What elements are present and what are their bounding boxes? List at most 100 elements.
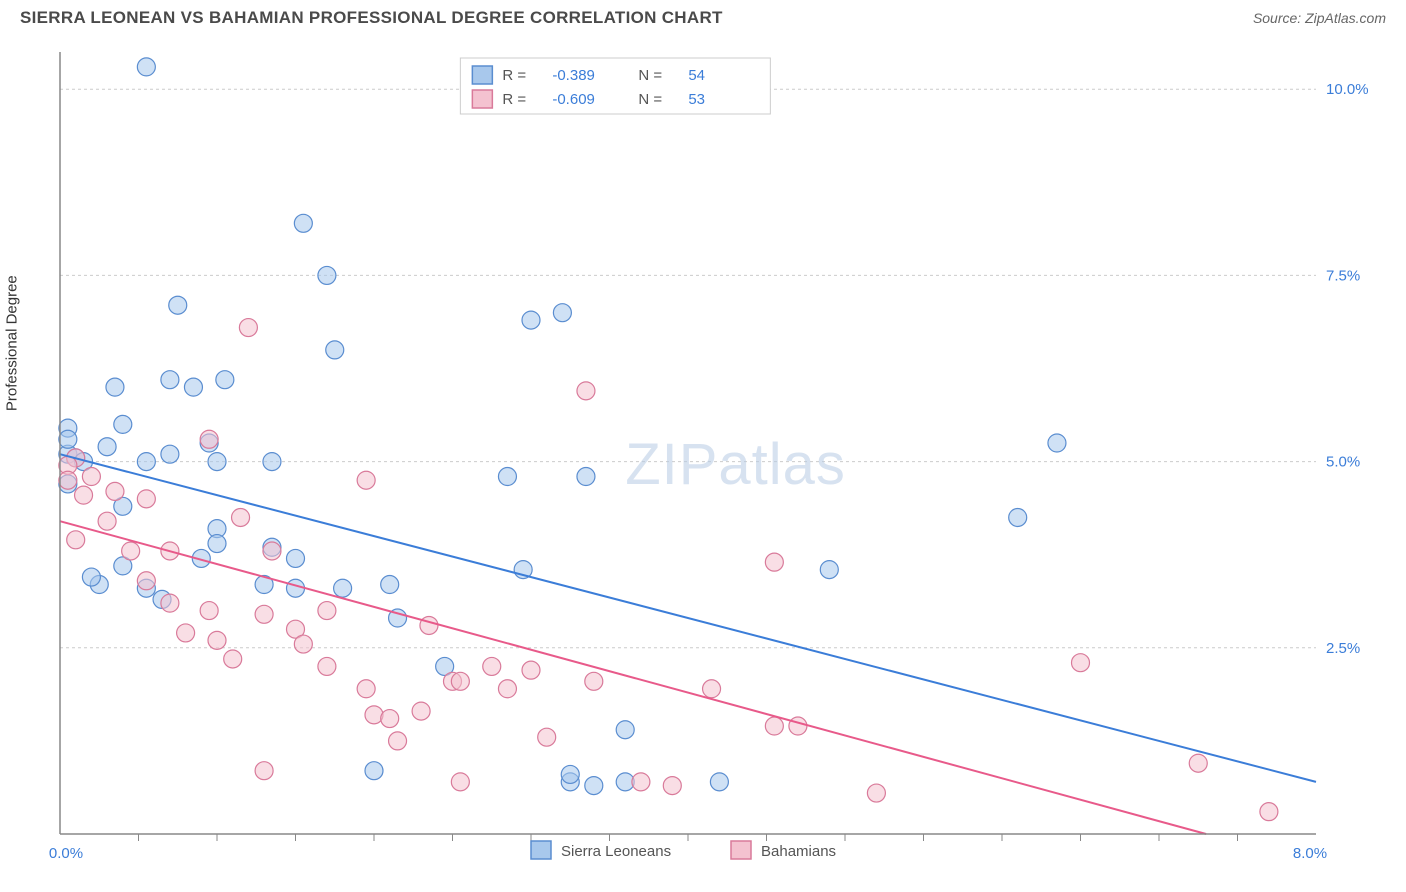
data-point bbox=[177, 624, 195, 642]
x-label-right: 8.0% bbox=[1293, 845, 1327, 862]
chart-source: Source: ZipAtlas.com bbox=[1253, 10, 1386, 26]
data-point bbox=[75, 486, 93, 504]
data-point bbox=[326, 341, 344, 359]
data-point bbox=[208, 453, 226, 471]
data-point bbox=[161, 445, 179, 463]
data-point bbox=[106, 482, 124, 500]
chart-header: SIERRA LEONEAN VS BAHAMIAN PROFESSIONAL … bbox=[0, 0, 1406, 32]
data-point bbox=[137, 490, 155, 508]
data-point bbox=[1009, 508, 1027, 526]
data-point bbox=[412, 702, 430, 720]
watermark: ZIPatlas bbox=[625, 432, 846, 497]
data-point bbox=[98, 438, 116, 456]
data-point bbox=[318, 657, 336, 675]
legend-r-blue: -0.389 bbox=[552, 67, 595, 84]
data-point bbox=[184, 378, 202, 396]
data-point bbox=[867, 784, 885, 802]
data-point bbox=[357, 471, 375, 489]
data-point bbox=[208, 535, 226, 553]
data-point bbox=[216, 371, 234, 389]
data-point bbox=[765, 717, 783, 735]
data-point bbox=[137, 453, 155, 471]
data-point bbox=[357, 680, 375, 698]
data-point bbox=[451, 672, 469, 690]
data-point bbox=[161, 594, 179, 612]
data-point bbox=[59, 430, 77, 448]
data-point bbox=[585, 672, 603, 690]
data-point bbox=[67, 531, 85, 549]
data-point bbox=[765, 553, 783, 571]
data-point bbox=[585, 777, 603, 795]
data-point bbox=[200, 602, 218, 620]
data-point bbox=[114, 415, 132, 433]
legend-r-label: R = bbox=[502, 91, 526, 108]
data-point bbox=[553, 304, 571, 322]
data-point bbox=[255, 605, 273, 623]
legend-r-pink: -0.609 bbox=[552, 91, 595, 108]
data-point bbox=[239, 319, 257, 337]
data-point bbox=[1260, 803, 1278, 821]
chart-title: SIERRA LEONEAN VS BAHAMIAN PROFESSIONAL … bbox=[20, 8, 723, 28]
data-point bbox=[710, 773, 728, 791]
data-point bbox=[161, 371, 179, 389]
legend-r-label: R = bbox=[502, 67, 526, 84]
data-point bbox=[59, 471, 77, 489]
legend-bottom-swatch-pink bbox=[731, 841, 751, 859]
data-point bbox=[538, 728, 556, 746]
x-label-left: 0.0% bbox=[49, 845, 83, 862]
data-point bbox=[616, 721, 634, 739]
legend-swatch-pink bbox=[472, 90, 492, 108]
data-point bbox=[577, 468, 595, 486]
data-point bbox=[1048, 434, 1066, 452]
data-point bbox=[522, 311, 540, 329]
y-tick-label: 2.5% bbox=[1326, 640, 1360, 657]
legend-bottom-swatch-blue bbox=[531, 841, 551, 859]
chart-container: Professional Degree 2.5%5.0%7.5%10.0%ZIP… bbox=[20, 32, 1386, 882]
scatter-chart: 2.5%5.0%7.5%10.0%ZIPatlas0.0%8.0%R =-0.3… bbox=[20, 32, 1386, 882]
data-point bbox=[1189, 754, 1207, 772]
data-point bbox=[381, 576, 399, 594]
data-point bbox=[632, 773, 650, 791]
data-point bbox=[498, 468, 516, 486]
data-point bbox=[106, 378, 124, 396]
data-point bbox=[577, 382, 595, 400]
data-point bbox=[82, 568, 100, 586]
data-point bbox=[561, 765, 579, 783]
data-point bbox=[82, 468, 100, 486]
y-tick-label: 5.0% bbox=[1326, 454, 1360, 471]
data-point bbox=[208, 631, 226, 649]
legend-n-blue: 54 bbox=[688, 67, 705, 84]
data-point bbox=[334, 579, 352, 597]
data-point bbox=[663, 777, 681, 795]
legend-n-label: N = bbox=[638, 67, 662, 84]
data-point bbox=[498, 680, 516, 698]
data-point bbox=[318, 602, 336, 620]
data-point bbox=[389, 732, 407, 750]
y-axis-label: Professional Degree bbox=[4, 275, 21, 411]
data-point bbox=[451, 773, 469, 791]
data-point bbox=[365, 762, 383, 780]
data-point bbox=[263, 542, 281, 560]
data-point bbox=[318, 266, 336, 284]
data-point bbox=[122, 542, 140, 560]
trend-line bbox=[60, 454, 1316, 782]
data-point bbox=[200, 430, 218, 448]
y-tick-label: 10.0% bbox=[1326, 81, 1369, 98]
data-point bbox=[232, 508, 250, 526]
data-point bbox=[703, 680, 721, 698]
data-point bbox=[169, 296, 187, 314]
data-point bbox=[224, 650, 242, 668]
data-point bbox=[263, 453, 281, 471]
data-point bbox=[365, 706, 383, 724]
data-point bbox=[294, 635, 312, 653]
data-point bbox=[522, 661, 540, 679]
data-point bbox=[789, 717, 807, 735]
data-point bbox=[137, 58, 155, 76]
data-point bbox=[137, 572, 155, 590]
data-point bbox=[483, 657, 501, 675]
data-point bbox=[1072, 654, 1090, 672]
data-point bbox=[820, 561, 838, 579]
legend-bottom-blue: Sierra Leoneans bbox=[561, 843, 671, 860]
legend-bottom-pink: Bahamians bbox=[761, 843, 836, 860]
data-point bbox=[294, 214, 312, 232]
